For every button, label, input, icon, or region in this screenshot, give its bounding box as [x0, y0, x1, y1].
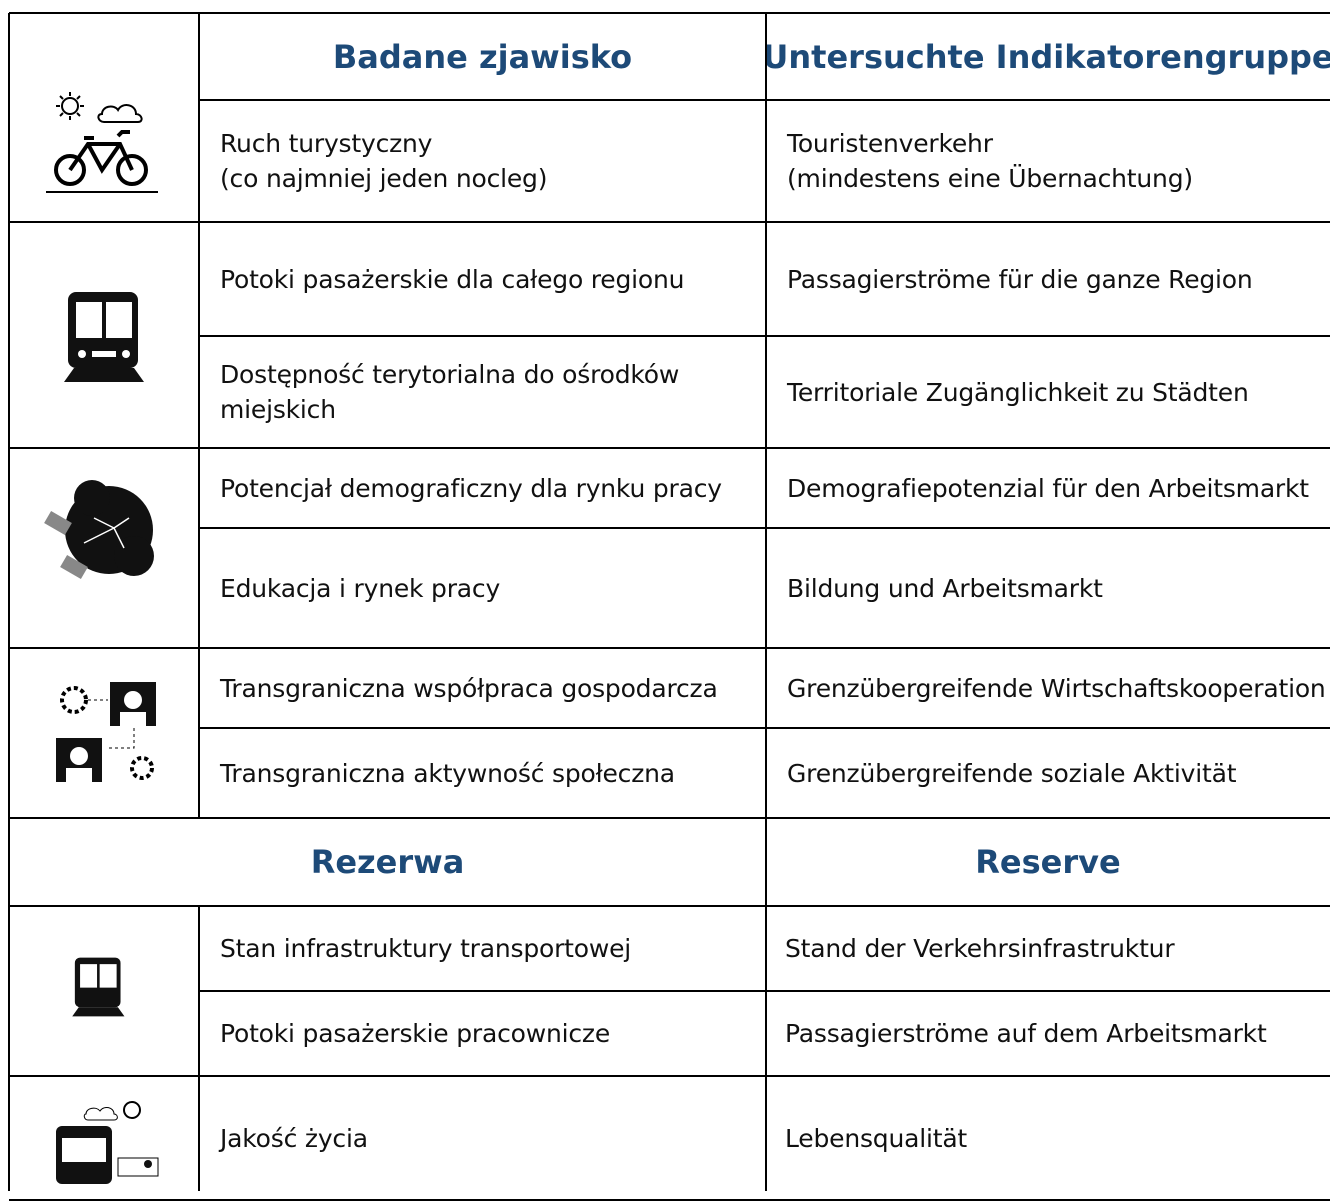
cell-text: Edukacja i rynek pracy: [220, 573, 501, 603]
table-cell: Ruch turystyczny (co najmniej jeden nocle…: [220, 100, 760, 222]
table-cell: Transgraniczna współpraca gospodarcza: [220, 648, 760, 728]
table-cell: Potoki pasażerskie dla całego regionu: [220, 222, 760, 336]
column-header: Untersuchte Indikatorengruppe: [762, 37, 1330, 76]
table-cell: Jakość życia: [220, 1076, 760, 1200]
table-cell: Dostępność terytorialna do ośrodków miejs…: [220, 336, 760, 448]
rule: [198, 906, 200, 1191]
cell-text: Transgraniczna współpraca gospodarcza: [220, 673, 718, 703]
rule: [9, 817, 1330, 819]
rule: [198, 13, 200, 818]
icon-train-small: [72, 957, 125, 1017]
column-header: Badane zjawisko: [332, 37, 633, 76]
cell-text: (co najmniej jeden nocleg): [220, 164, 548, 193]
cell-text: Stan infrastruktury transportowej: [220, 934, 632, 963]
cell-text: (mindestens eine Übernachtung): [787, 164, 1193, 193]
icon-people: [56, 682, 156, 782]
rule: [9, 447, 1330, 449]
cell-text: Bildung und Arbeitsmarkt: [787, 573, 1103, 603]
cell-text: Passagierströme auf dem Arbeitsmarkt: [785, 1019, 1267, 1048]
table-cell: Grenzübergreifende Wirtschaftskooperatio…: [787, 648, 1327, 728]
table-cell: Stan infrastruktury transportowej: [220, 906, 760, 991]
rule: [199, 99, 1330, 101]
cell-text: Transgraniczna aktywność społeczna: [220, 758, 675, 788]
table-cell: Touristenverkehr (mindestens eine Übernac…: [787, 100, 1327, 222]
table-cell: Grenzübergreifende soziale Aktivität: [787, 728, 1327, 818]
cell-text: Grenzübergreifende Wirtschaftskooperatio…: [787, 673, 1326, 703]
rule: [199, 727, 1330, 729]
cell-text: Jakość życia: [220, 1123, 368, 1153]
cell-text: Grenzübergreifende soziale Aktivität: [787, 758, 1237, 788]
table-cell: Passagierströme für die ganze Region: [787, 222, 1327, 336]
rule: [9, 647, 1330, 649]
cell-text: Potoki pasażerskie dla całego regionu: [220, 264, 685, 294]
table-cell: Potencjał demograficzny dla rynku pracy: [220, 448, 760, 528]
cell-text: Passagierströme für die ganze Region: [787, 264, 1253, 294]
cell-text: Stand der Verkehrsinfrastruktur: [785, 934, 1175, 963]
cell-text: Potoki pasażerskie pracownicze: [220, 1019, 611, 1048]
table-cell: Potoki pasażerskie pracownicze: [220, 991, 760, 1076]
cell-text: Lebensqualität: [785, 1123, 968, 1153]
rule: [199, 527, 1330, 529]
table-cell: Transgraniczna aktywność społeczna: [220, 728, 760, 818]
cell-text: miejskich: [220, 395, 336, 424]
rule: [765, 13, 767, 1191]
table-cell: Demografiepotenzial für den Arbeitsmarkt: [787, 448, 1327, 528]
cell-text: Ruch turystyczny: [220, 129, 433, 158]
table-cell: Passagierströme auf dem Arbeitsmarkt: [785, 991, 1325, 1076]
section-header: Reserve: [975, 843, 1121, 881]
table-cell: Lebensqualität: [785, 1076, 1325, 1200]
cell-text: Dostępność terytorialna do ośrodków: [220, 360, 680, 389]
icon-bus: [56, 1101, 159, 1184]
rule: [9, 905, 1330, 907]
rule: [9, 221, 1330, 223]
table-cell: Bildung und Arbeitsmarkt: [787, 528, 1327, 648]
rule: [8, 13, 10, 1191]
rule: [199, 990, 1330, 992]
icon-train: [64, 292, 144, 382]
cell-text: Territoriale Zugänglichkeit zu Städten: [787, 377, 1249, 407]
icon-network: [44, 480, 154, 580]
cell-text: Touristenverkehr: [787, 129, 993, 158]
table-cell: Territoriale Zugänglichkeit zu Städten: [787, 336, 1327, 448]
table-cell: Edukacja i rynek pracy: [220, 528, 760, 648]
table-cell: Stand der Verkehrsinfrastruktur: [785, 906, 1325, 991]
icon-tourism: [46, 92, 158, 193]
cell-text: Demografiepotenzial für den Arbeitsmarkt: [787, 473, 1309, 503]
rule: [199, 335, 1330, 337]
rule: [9, 12, 1330, 14]
cell-text: Potencjał demograficzny dla rynku pracy: [220, 473, 722, 503]
section-header: Rezerwa: [310, 843, 465, 881]
rule: [9, 1075, 1330, 1077]
